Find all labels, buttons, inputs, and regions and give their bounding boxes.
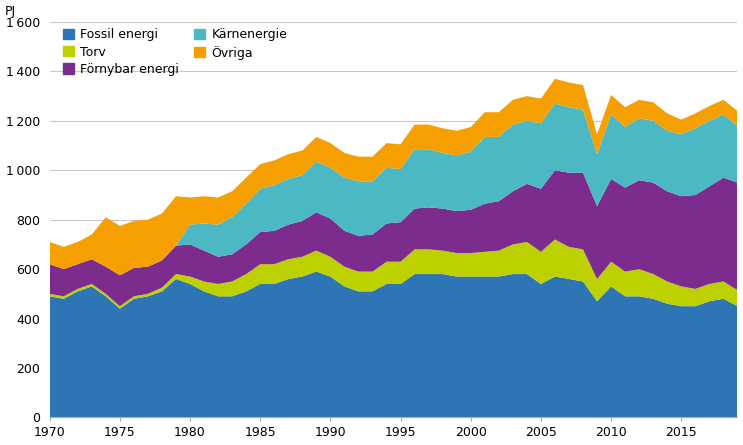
Text: PJ: PJ (5, 5, 16, 18)
Legend: Fossil energi, Torv, Förnybar energi, Kärnenergie, Övriga, : Fossil energi, Torv, Förnybar energi, Kä… (62, 28, 288, 77)
